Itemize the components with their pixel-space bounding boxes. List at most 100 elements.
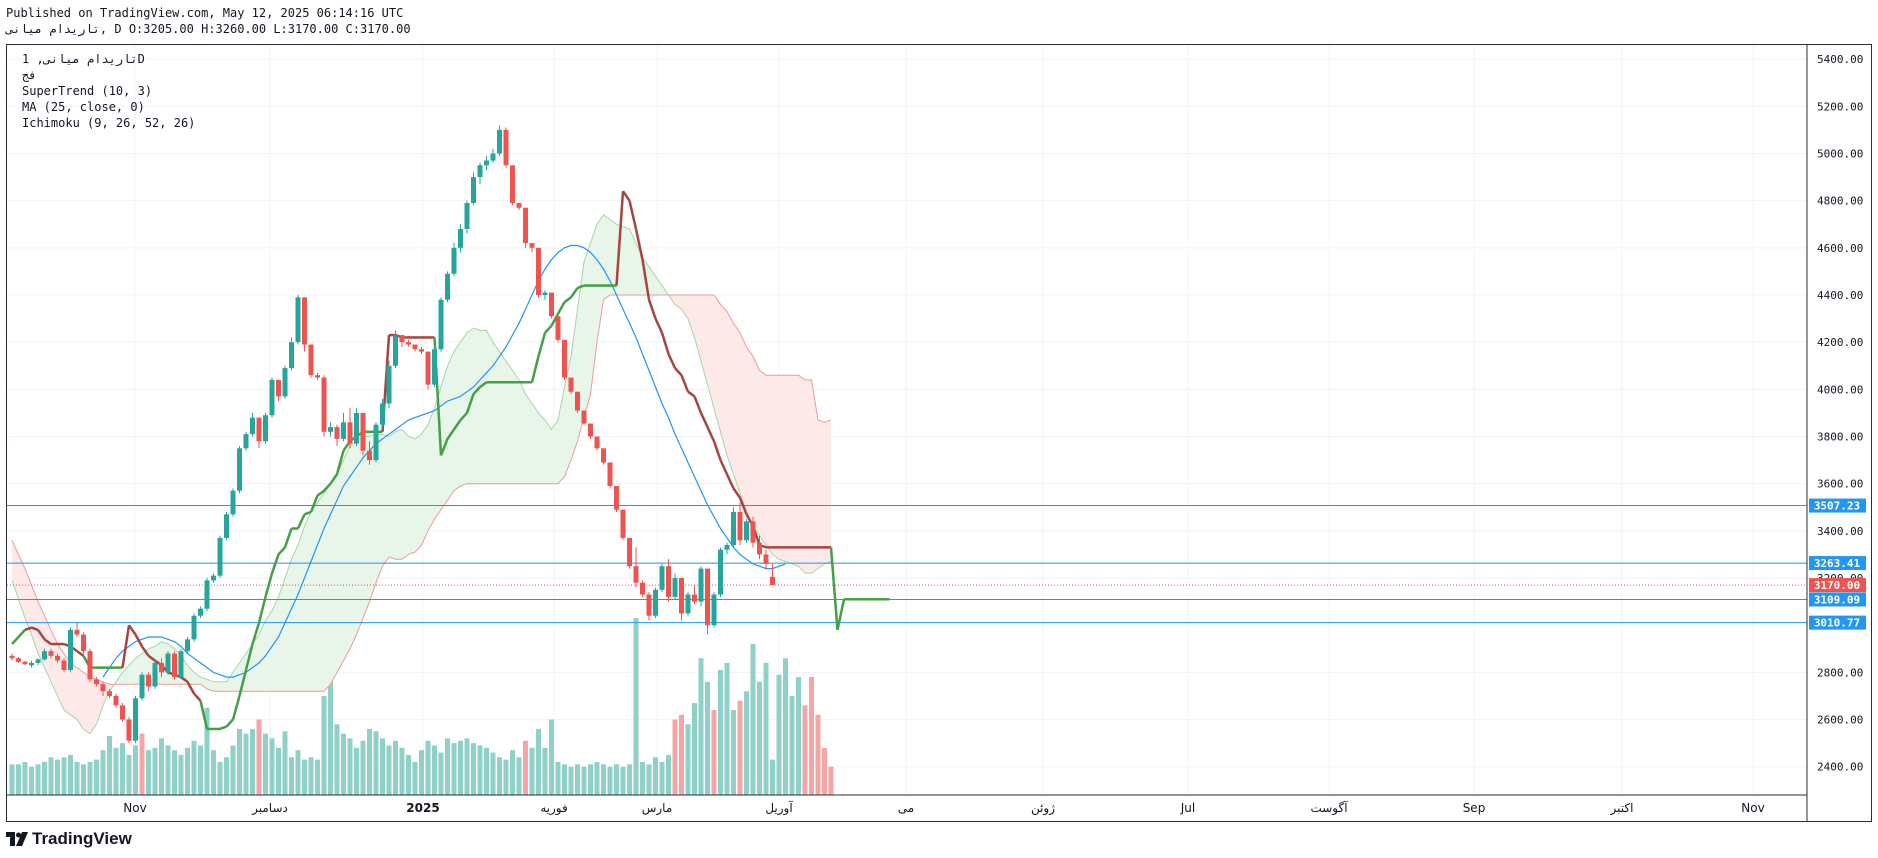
volume-bar xyxy=(809,677,814,795)
candle-body xyxy=(692,594,697,602)
ichimoku-cloud-segment xyxy=(688,295,695,338)
supertrend-segment xyxy=(465,393,475,414)
candle-body xyxy=(328,427,333,432)
ichimoku-cloud-segment xyxy=(493,342,500,484)
time-tick-label: 2025 xyxy=(406,801,439,815)
supertrend-segment xyxy=(836,598,846,631)
supertrend-segment xyxy=(251,622,261,645)
volume-bar xyxy=(16,764,21,795)
legend-ma[interactable]: MA (25, close, 0) xyxy=(22,100,145,114)
volume-bar xyxy=(633,618,639,795)
supertrend-segment xyxy=(134,634,144,648)
supertrend-segment xyxy=(569,287,579,299)
volume-bar xyxy=(139,733,145,795)
supertrend-segment xyxy=(277,546,286,556)
volume-bar xyxy=(490,752,496,795)
volume-bar xyxy=(503,759,509,795)
ichimoku-cloud-segment xyxy=(311,502,318,692)
legend-ichimoku[interactable]: Ichimoku (9, 26, 52, 26) xyxy=(22,116,196,130)
supertrend-segment xyxy=(654,318,664,334)
candle-body xyxy=(230,490,236,515)
volume-bar xyxy=(133,745,138,795)
volume-bar xyxy=(581,766,587,795)
candle-body xyxy=(471,177,476,204)
ichimoku-cloud-segment xyxy=(460,332,467,487)
hline-price-tag xyxy=(1809,592,1866,607)
candle-body xyxy=(380,403,385,425)
candle-body xyxy=(211,575,216,581)
volume-bar xyxy=(568,766,574,795)
ichimoku-cloud-segment xyxy=(233,662,240,692)
volume-bar xyxy=(289,757,294,795)
legend-exchange: فج xyxy=(22,68,37,82)
ichimoku-cloud-segment xyxy=(415,434,422,553)
volume-bar xyxy=(425,740,431,795)
volume-bar xyxy=(438,752,444,795)
chart-frame[interactable]: 2400.002600.002800.003000.003200.003400.… xyxy=(6,44,1872,822)
candle-body xyxy=(419,349,424,352)
ichimoku-cloud-segment xyxy=(701,295,708,385)
candle-body xyxy=(711,594,717,626)
volume-bar xyxy=(302,759,307,795)
supertrend-segment xyxy=(459,412,468,421)
supertrend-segment xyxy=(452,419,462,431)
volume-bar xyxy=(269,738,275,795)
supertrend-segment xyxy=(687,390,696,398)
candle-body xyxy=(640,582,645,595)
supertrend-segment xyxy=(76,650,85,657)
ichimoku-cloud-segment xyxy=(291,545,298,692)
volume-bar xyxy=(367,728,372,795)
volume-bar xyxy=(250,728,255,795)
candle-body xyxy=(35,659,41,663)
ichimoku-cloud-segment xyxy=(785,375,792,564)
candle-body xyxy=(139,674,145,699)
time-tick-label: ژوئن xyxy=(1031,801,1055,816)
volume-bar xyxy=(750,644,756,795)
hline-price-tag xyxy=(1809,556,1866,571)
volume-bar xyxy=(237,728,242,795)
supertrend-segment xyxy=(621,190,631,202)
ichimoku-span-a xyxy=(11,214,832,735)
legend-supertrend[interactable]: SuperTrend (10, 3) xyxy=(22,84,153,98)
supertrend-segment xyxy=(725,473,735,489)
time-tick-label: Sep xyxy=(1463,801,1486,815)
supertrend-segment xyxy=(719,459,729,475)
ichimoku-cloud-segment xyxy=(772,375,779,560)
time-tick-label: مارس xyxy=(642,801,673,816)
ichimoku-cloud-segment xyxy=(538,412,545,484)
ichimoku-cloud-segment xyxy=(298,526,305,692)
volume-bar xyxy=(451,743,457,795)
candle-body xyxy=(237,448,242,491)
price-tick-label: 3800.00 xyxy=(1817,431,1863,444)
candle-body xyxy=(217,537,223,576)
candle-body xyxy=(159,662,164,673)
supertrend-segment xyxy=(829,547,839,631)
ichimoku-cloud-segment xyxy=(395,429,402,560)
candle-body xyxy=(107,691,112,696)
volume-bar xyxy=(373,731,379,795)
supertrend-segment xyxy=(446,428,456,440)
volume-bar xyxy=(471,743,476,795)
volume-bar xyxy=(692,703,697,795)
price-tick-label: 4200.00 xyxy=(1817,336,1863,349)
ichimoku-cloud-segment xyxy=(733,323,740,494)
price-chart[interactable]: 2400.002600.002800.003000.003200.003400.… xyxy=(7,45,1871,821)
supertrend-segment xyxy=(238,669,248,697)
candle-body xyxy=(172,653,177,678)
candle-body xyxy=(451,247,457,274)
ichimoku-cloud-segment xyxy=(408,436,415,555)
volume-bar xyxy=(770,759,775,795)
ichimoku-cloud-segment xyxy=(421,424,428,545)
candle-body xyxy=(367,450,372,461)
candle-body xyxy=(133,698,138,741)
ichimoku-cloud-segment xyxy=(18,554,25,619)
volume-bar xyxy=(354,747,359,795)
volume-bar xyxy=(334,724,340,795)
volume-bar xyxy=(328,651,333,795)
volume-bar xyxy=(640,761,645,795)
candle-body xyxy=(126,719,132,741)
volume-bar xyxy=(601,764,606,795)
volume-bar xyxy=(399,747,405,795)
candle-body xyxy=(529,243,535,248)
candle-body xyxy=(16,658,21,662)
